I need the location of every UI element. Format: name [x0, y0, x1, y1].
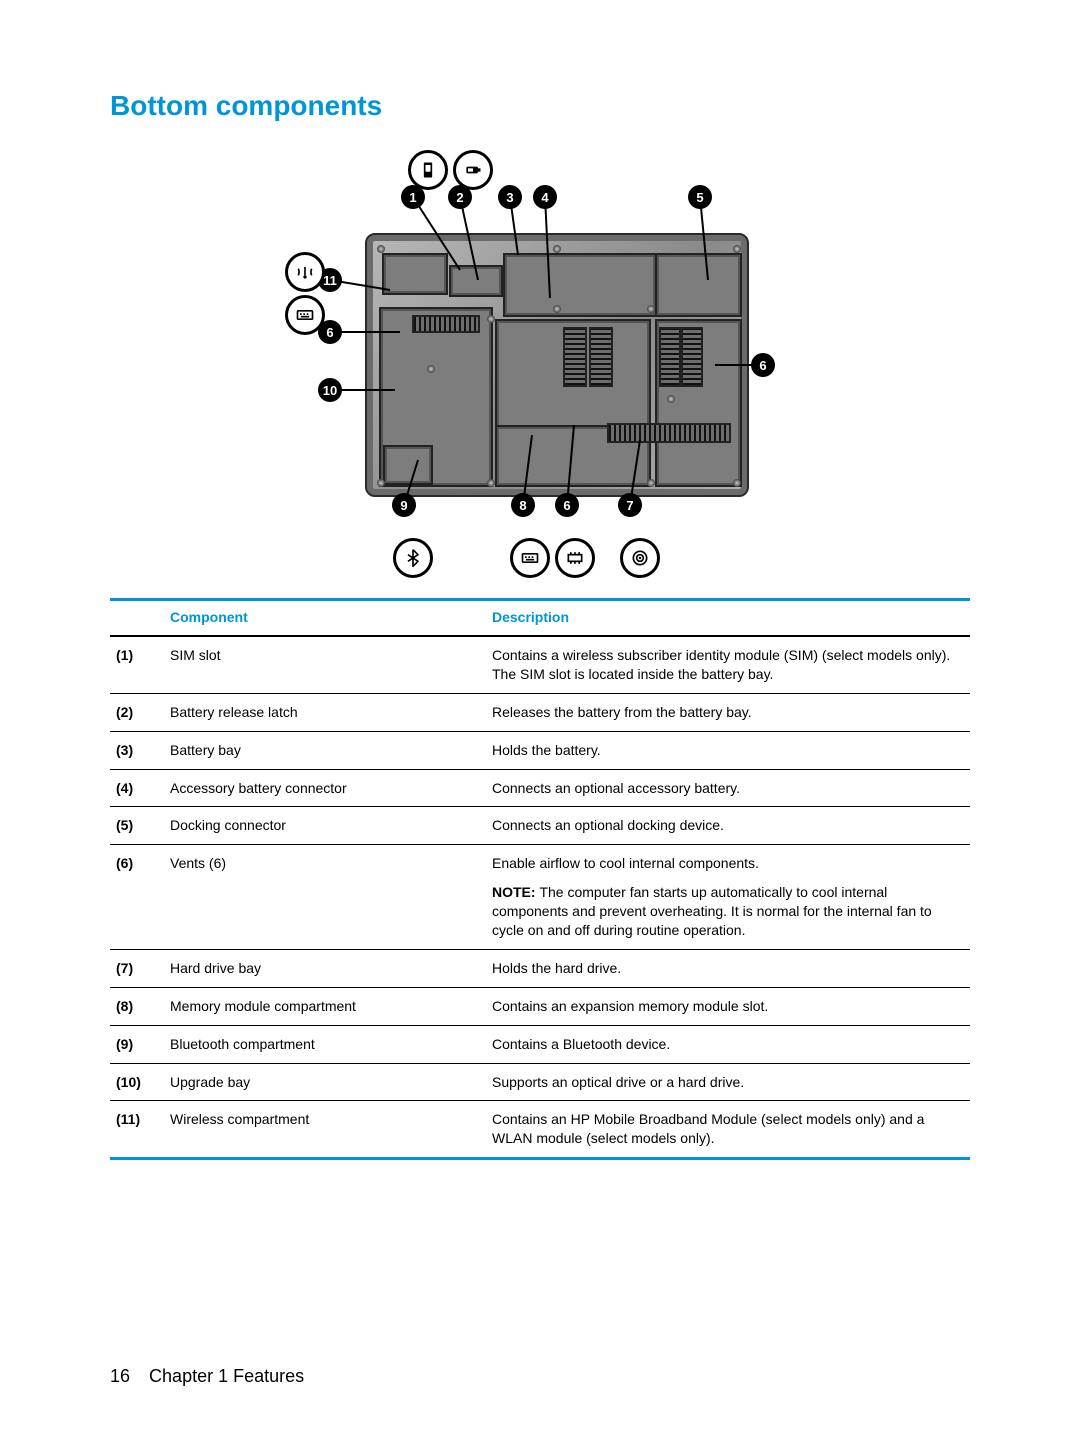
table-header-row: Component Description: [110, 600, 970, 637]
row-number: (6): [110, 845, 164, 950]
screw: [553, 245, 561, 253]
row-number: (4): [110, 769, 164, 807]
callout-6: 6: [555, 493, 579, 517]
note-label: NOTE:: [492, 884, 539, 900]
chassis-panel: [382, 253, 448, 295]
callout-6: 6: [751, 353, 775, 377]
callout-8: 8: [511, 493, 535, 517]
row-number: (2): [110, 693, 164, 731]
section-title: Bottom components: [110, 90, 970, 122]
screw: [553, 305, 561, 313]
screw: [487, 479, 495, 487]
component-name: Accessory battery connector: [164, 769, 486, 807]
header-component: Component: [164, 600, 486, 637]
screw: [377, 245, 385, 253]
table-row: (11)Wireless compartmentContains an HP M…: [110, 1101, 970, 1159]
component-name: Vents (6): [164, 845, 486, 950]
components-table: Component Description (1)SIM slotContain…: [110, 598, 970, 1160]
row-number: (1): [110, 636, 164, 693]
component-name: Wireless compartment: [164, 1101, 486, 1159]
component-description: Releases the battery from the battery ba…: [486, 693, 970, 731]
screw: [733, 479, 741, 487]
chassis-panel: [383, 445, 433, 485]
component-name: SIM slot: [164, 636, 486, 693]
component-name: Bluetooth compartment: [164, 1025, 486, 1063]
table-row: (9)Bluetooth compartmentContains a Bluet…: [110, 1025, 970, 1063]
vent: [607, 423, 731, 443]
screw: [647, 305, 655, 313]
table-row: (1)SIM slotContains a wireless subscribe…: [110, 636, 970, 693]
table-row: (6)Vents (6)Enable airflow to cool inter…: [110, 845, 970, 950]
callout-5: 5: [688, 185, 712, 209]
row-number: (8): [110, 987, 164, 1025]
table-row: (4)Accessory battery connectorConnects a…: [110, 769, 970, 807]
component-description: Contains a Bluetooth device.: [486, 1025, 970, 1063]
sim-icon: [408, 150, 448, 190]
header-description: Description: [486, 600, 970, 637]
vent: [412, 315, 480, 333]
component-description: Enable airflow to cool internal componen…: [486, 845, 970, 950]
keyboard-icon: [510, 538, 550, 578]
component-description: Contains an expansion memory module slot…: [486, 987, 970, 1025]
table-row: (3)Battery bayHolds the battery.: [110, 731, 970, 769]
screw: [487, 315, 495, 323]
keyboard-icon: [285, 295, 325, 335]
component-description: Holds the battery.: [486, 731, 970, 769]
note-text: The computer fan starts up automatically…: [492, 884, 932, 938]
page-number: 16: [110, 1366, 130, 1386]
memory-icon: [555, 538, 595, 578]
page: Bottom components 123456610986711 Compon…: [0, 0, 1080, 1437]
vent: [681, 327, 703, 387]
row-number: (5): [110, 807, 164, 845]
bottom-components-diagram: 123456610986711: [260, 140, 820, 570]
component-description: Supports an optical drive or a hard driv…: [486, 1063, 970, 1101]
callout-9: 9: [392, 493, 416, 517]
component-description: Connects an optional docking device.: [486, 807, 970, 845]
screw: [427, 365, 435, 373]
screw: [667, 395, 675, 403]
header-blank: [110, 600, 164, 637]
table-row: (8)Memory module compartmentContains an …: [110, 987, 970, 1025]
bluetooth-icon: [393, 538, 433, 578]
chapter-label: Chapter 1 Features: [149, 1366, 304, 1386]
component-name: Battery bay: [164, 731, 486, 769]
row-number: (9): [110, 1025, 164, 1063]
diagram-container: 123456610986711: [110, 140, 970, 570]
component-name: Upgrade bay: [164, 1063, 486, 1101]
vent: [563, 327, 587, 387]
screw: [377, 479, 385, 487]
chassis-panel: [449, 265, 503, 297]
page-footer: 16 Chapter 1 Features: [110, 1366, 970, 1387]
laptop-chassis: [365, 233, 749, 497]
component-description: Holds the hard drive.: [486, 949, 970, 987]
callout-7: 7: [618, 493, 642, 517]
callout-4: 4: [533, 185, 557, 209]
component-description: Connects an optional accessory battery.: [486, 769, 970, 807]
chassis-panel: [655, 253, 742, 317]
component-description: Contains an HP Mobile Broadband Module (…: [486, 1101, 970, 1159]
screw: [733, 245, 741, 253]
component-description: Contains a wireless subscriber identity …: [486, 636, 970, 693]
table-row: (5)Docking connectorConnects an optional…: [110, 807, 970, 845]
component-name: Hard drive bay: [164, 949, 486, 987]
screw: [647, 479, 655, 487]
component-name: Docking connector: [164, 807, 486, 845]
battery-icon: [453, 150, 493, 190]
wireless-icon: [285, 252, 325, 292]
callout-10: 10: [318, 378, 342, 402]
vent: [589, 327, 613, 387]
row-number: (11): [110, 1101, 164, 1159]
row-number: (10): [110, 1063, 164, 1101]
row-number: (3): [110, 731, 164, 769]
callout-3: 3: [498, 185, 522, 209]
chassis-panel: [503, 253, 657, 317]
component-name: Memory module compartment: [164, 987, 486, 1025]
table-row: (10)Upgrade baySupports an optical drive…: [110, 1063, 970, 1101]
row-number: (7): [110, 949, 164, 987]
vent: [659, 327, 681, 387]
table-row: (7)Hard drive bayHolds the hard drive.: [110, 949, 970, 987]
table-row: (2)Battery release latchReleases the bat…: [110, 693, 970, 731]
component-name: Battery release latch: [164, 693, 486, 731]
harddrive-icon: [620, 538, 660, 578]
